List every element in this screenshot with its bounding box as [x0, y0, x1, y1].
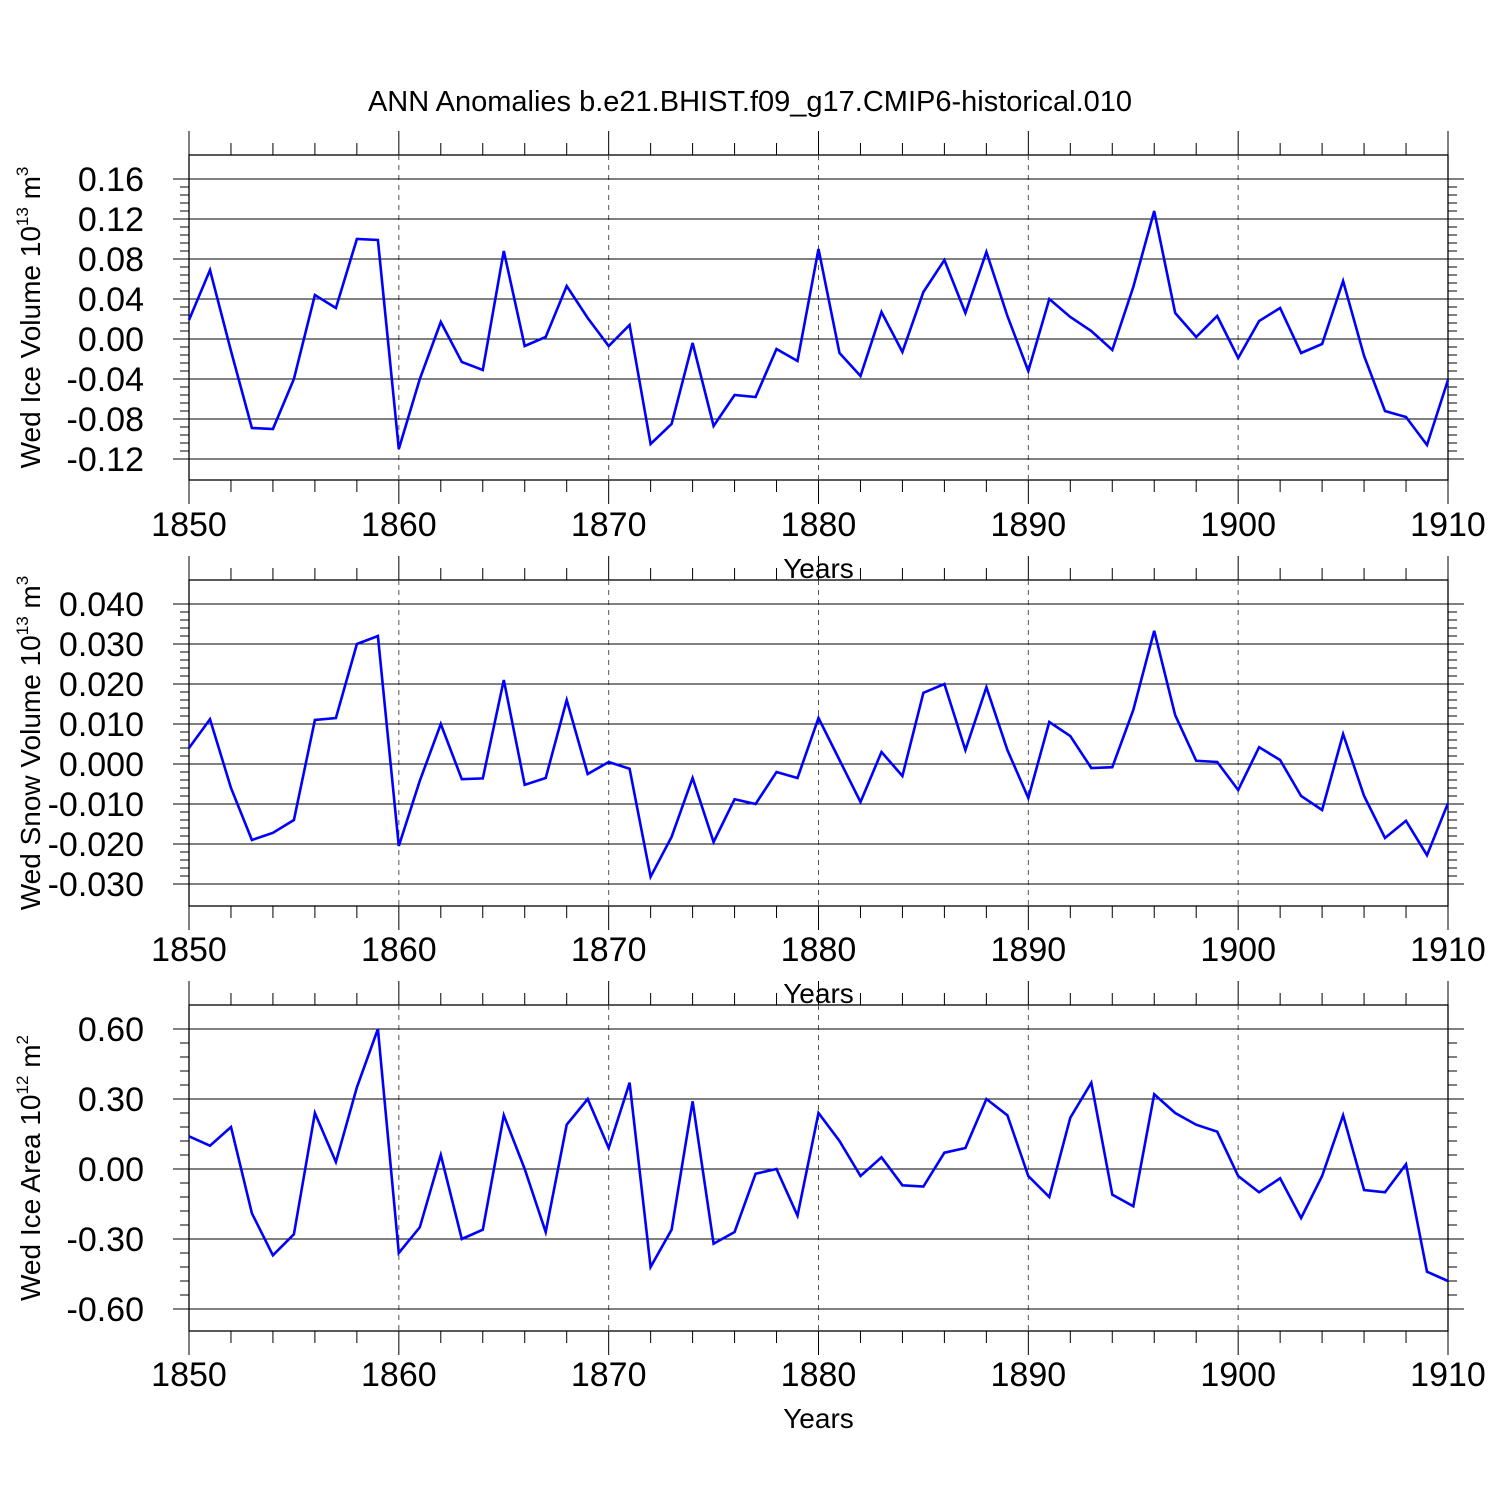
panel-1: -0.12-0.08-0.040.000.040.080.120.16 1850 1…: [13, 131, 1486, 584]
y-tick-label: -0.04: [67, 361, 145, 399]
y-tick-label: 0.12: [78, 201, 144, 239]
y-tick-label: 0.010: [59, 706, 144, 744]
y-axis-title: Wed Ice Area 1012 m2: [13, 1035, 46, 1301]
x-tick-label: 1850: [151, 1356, 227, 1394]
y-tick-label: 0.000: [59, 746, 144, 784]
y-tick-label: 0.60: [78, 1011, 144, 1049]
x-tick-label: 1890: [991, 506, 1067, 544]
x-tick-label: 1860: [361, 931, 437, 969]
y-tick-label: -0.030: [48, 866, 144, 904]
x-tick-label: 1850: [151, 931, 227, 969]
x-tick-label: 1870: [571, 506, 647, 544]
y-axis-title: Wed Snow Volume 1013 m3: [13, 576, 46, 910]
x-tick-label: 1870: [571, 931, 647, 969]
series-line-wed-ice-area: [188, 1028, 1449, 1283]
y-tick-label: 0.040: [59, 586, 144, 624]
series-line-wed-ice-volume: [187, 210, 1450, 450]
x-tick-label: 1870: [571, 1356, 647, 1394]
x-tick-label: 1880: [781, 1356, 857, 1394]
x-tick-label: 1910: [1410, 1356, 1486, 1394]
x-tick-label: 1850: [151, 506, 227, 544]
panel-2: -0.030-0.020-0.0100.0000.0100.0200.0300.…: [13, 556, 1486, 1009]
y-axis-title: Wed Ice Volume 1013 m3: [13, 167, 46, 469]
panel-3: -0.60 -0.30 0.00 0.30 0.60 1850 1860 1870 1880 18…: [13, 981, 1486, 1434]
x-tick-label: 1900: [1200, 931, 1276, 969]
series-line-wed-snow-volume: [187, 630, 1450, 881]
y-tick-label: 0.00: [78, 321, 144, 359]
x-axis-title: Years: [783, 1403, 854, 1434]
y-tick-label: 0.04: [78, 281, 144, 319]
x-tick-label: 1900: [1200, 506, 1276, 544]
y-tick-label: -0.010: [48, 786, 144, 824]
y-tick-label: 0.08: [78, 241, 144, 279]
y-tick-label: -0.60: [67, 1291, 145, 1329]
y-tick-label: 0.020: [59, 666, 144, 704]
figure-title: ANN Anomalies b.e21.BHIST.f09_g17.CMIP6-…: [367, 86, 1133, 118]
y-tick-label: 0.30: [78, 1081, 144, 1119]
x-tick-label: 1880: [781, 506, 857, 544]
x-tick-label: 1890: [991, 1356, 1067, 1394]
y-tick-label: 0.030: [59, 626, 144, 664]
y-tick-label: -0.30: [67, 1221, 145, 1259]
x-tick-label: 1860: [361, 1356, 437, 1394]
x-tick-label: 1900: [1200, 1356, 1276, 1394]
y-tick-label: -0.08: [67, 401, 145, 439]
x-tick-label: 1860: [361, 506, 437, 544]
y-tick-label: -0.020: [48, 826, 144, 864]
y-tick-label: 0.00: [78, 1151, 144, 1189]
y-tick-label: 0.16: [78, 161, 144, 199]
x-tick-label: 1880: [781, 931, 857, 969]
y-tick-label: -0.12: [67, 441, 145, 479]
x-tick-label: 1910: [1410, 931, 1486, 969]
x-tick-label: 1910: [1410, 506, 1486, 544]
x-tick-label: 1890: [991, 931, 1067, 969]
